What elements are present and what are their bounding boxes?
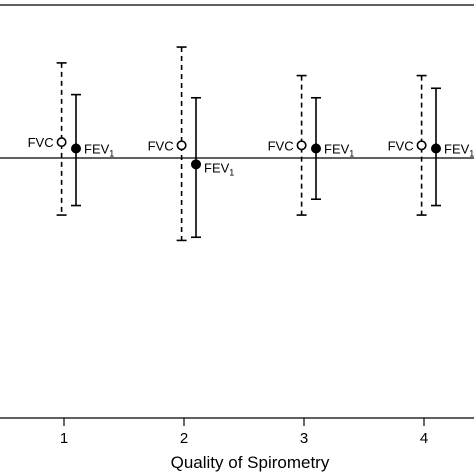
x-tick-label-3: 3 bbox=[300, 430, 308, 447]
fev1-label-2: FEV1 bbox=[204, 160, 234, 177]
fvc-point-2 bbox=[176, 140, 187, 151]
series-fev1: FEV1 FEV1 FEV1 FEV1 bbox=[71, 87, 474, 239]
fev1-point-1 bbox=[71, 143, 82, 154]
x-axis-ticks: 1 2 3 4 bbox=[60, 418, 428, 447]
fvc-point-4 bbox=[416, 140, 427, 151]
fev1-label-3: FEV1 bbox=[324, 141, 354, 158]
plot-frame bbox=[0, 4, 474, 419]
series-fvc: FVC FVC FVC FVC bbox=[28, 46, 427, 242]
fvc-label-3: FVC bbox=[268, 138, 294, 153]
fev1-label-1: FEV1 bbox=[84, 141, 114, 158]
data-marks: FVC FVC FVC FVC FEV1 FEV1 FEV1 FEV1 bbox=[28, 46, 474, 242]
x-tick-label-4: 4 bbox=[420, 430, 428, 447]
fev1-point-3 bbox=[310, 143, 321, 154]
fvc-label-4: FVC bbox=[388, 138, 414, 153]
fvc-point-1 bbox=[56, 137, 67, 148]
fvc-label-1: FVC bbox=[28, 135, 54, 150]
fvc-point-3 bbox=[296, 140, 307, 151]
x-tick-label-1: 1 bbox=[60, 430, 68, 447]
x-axis-title: Quality of Spirometry bbox=[171, 453, 330, 472]
fev1-point-4 bbox=[430, 143, 441, 154]
fev1-label-4: FEV1 bbox=[444, 141, 474, 158]
x-tick-label-2: 2 bbox=[180, 430, 188, 447]
fvc-label-2: FVC bbox=[148, 138, 174, 153]
fev1-point-2 bbox=[191, 159, 202, 170]
